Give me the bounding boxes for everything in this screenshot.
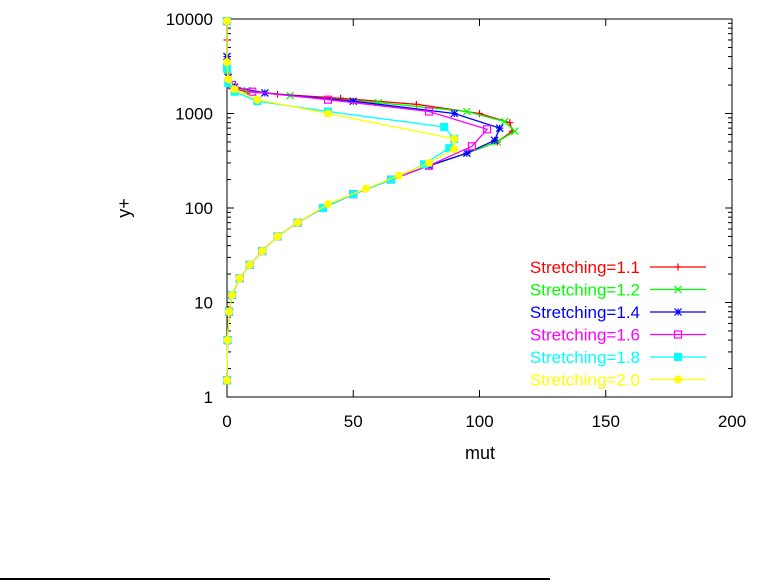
- data-point: [318, 204, 327, 212]
- series-line: [226, 21, 456, 381]
- x-tick-labels: 0 50 100 150 200: [222, 412, 746, 431]
- data-point: [245, 260, 254, 269]
- data-point: [450, 145, 459, 154]
- series-1: [223, 17, 516, 384]
- legend-item: Stretching=1.2: [530, 281, 706, 300]
- legend-marker: [674, 375, 682, 384]
- data-point: [510, 127, 519, 136]
- plot-frame: [226, 18, 733, 398]
- y-tick-label: 1000: [175, 105, 213, 124]
- data-point: [253, 95, 262, 104]
- y-axis-title: y+: [114, 198, 134, 218]
- data-point: [224, 75, 233, 84]
- y-tick-label: 10000: [166, 10, 213, 29]
- legend-item: Stretching=1.1: [530, 258, 706, 277]
- data-point: [223, 376, 231, 385]
- data-point: [230, 85, 239, 94]
- data-point: [462, 107, 471, 116]
- x-axis-title: mut: [465, 443, 495, 463]
- data-point: [228, 291, 237, 300]
- data-point: [273, 232, 282, 241]
- data-point: [424, 107, 434, 116]
- legend-item: Stretching=1.6: [530, 326, 706, 345]
- series-line: [226, 21, 514, 381]
- data-point: [324, 200, 332, 209]
- legend-label: Stretching=1.8: [530, 348, 640, 367]
- legend-label: Stretching=1.2: [530, 281, 640, 300]
- footer-rule: [0, 578, 550, 580]
- data-point: [506, 119, 514, 127]
- legend-marker: [673, 330, 683, 339]
- data-point: [476, 110, 483, 117]
- legend: Stretching=1.1 Stretching=1.2 Stretching=1…: [530, 258, 706, 390]
- legend-item: Stretching=2.0: [530, 371, 706, 390]
- x-tick-label: 50: [344, 412, 363, 431]
- x-tick-label: 150: [592, 412, 620, 431]
- data-point: [450, 109, 459, 118]
- series-line: [226, 21, 455, 381]
- series-3: [223, 17, 504, 385]
- axis-ticks: [226, 18, 733, 398]
- data-point: [361, 184, 370, 193]
- data-point: [293, 218, 302, 227]
- data-point: [440, 122, 449, 131]
- data-point: [490, 136, 499, 145]
- legend-label: Stretching=1.1: [530, 258, 640, 277]
- data-point: [349, 97, 358, 106]
- series-4: [222, 17, 492, 385]
- data-point: [248, 87, 257, 96]
- data-point: [462, 149, 471, 158]
- y-tick-label: 1: [204, 388, 213, 407]
- x-tick-label: 0: [222, 412, 231, 431]
- data-point: [495, 124, 504, 133]
- series-layer: [222, 17, 519, 385]
- legend-label: Stretching=1.4: [530, 303, 640, 322]
- data-point: [223, 58, 231, 67]
- legend-marker: [674, 263, 682, 271]
- data-point: [235, 274, 244, 283]
- legend-marker: [674, 285, 682, 294]
- y-tick-labels: 1 10 100 1000 10000: [166, 10, 213, 407]
- y-tick-label: 100: [185, 199, 213, 218]
- legend-label: Stretching=1.6: [530, 326, 640, 345]
- x-tick-label: 100: [465, 412, 493, 431]
- data-point: [500, 117, 509, 126]
- series-line: [226, 21, 516, 381]
- series-line: [226, 21, 489, 381]
- y-tick-label: 10: [194, 294, 213, 313]
- legend-label: Stretching=2.0: [530, 371, 640, 390]
- data-point: [425, 158, 433, 167]
- data-point: [324, 109, 332, 118]
- data-point: [467, 142, 477, 151]
- data-point: [258, 247, 267, 256]
- x-tick-label: 200: [718, 412, 746, 431]
- data-point: [223, 336, 232, 345]
- data-point: [394, 171, 403, 180]
- data-point: [225, 307, 234, 316]
- data-point: [482, 125, 492, 134]
- series-line: [226, 21, 501, 381]
- legend-marker: [674, 308, 682, 316]
- legend-marker: [674, 353, 682, 361]
- data-point: [323, 95, 333, 104]
- legend-item: Stretching=1.4: [530, 303, 706, 322]
- data-point: [450, 134, 459, 143]
- series-6: [223, 17, 459, 385]
- series-2: [223, 17, 519, 385]
- legend-item: Stretching=1.8: [530, 348, 706, 367]
- data-point: [223, 17, 231, 26]
- series-5: [223, 17, 459, 385]
